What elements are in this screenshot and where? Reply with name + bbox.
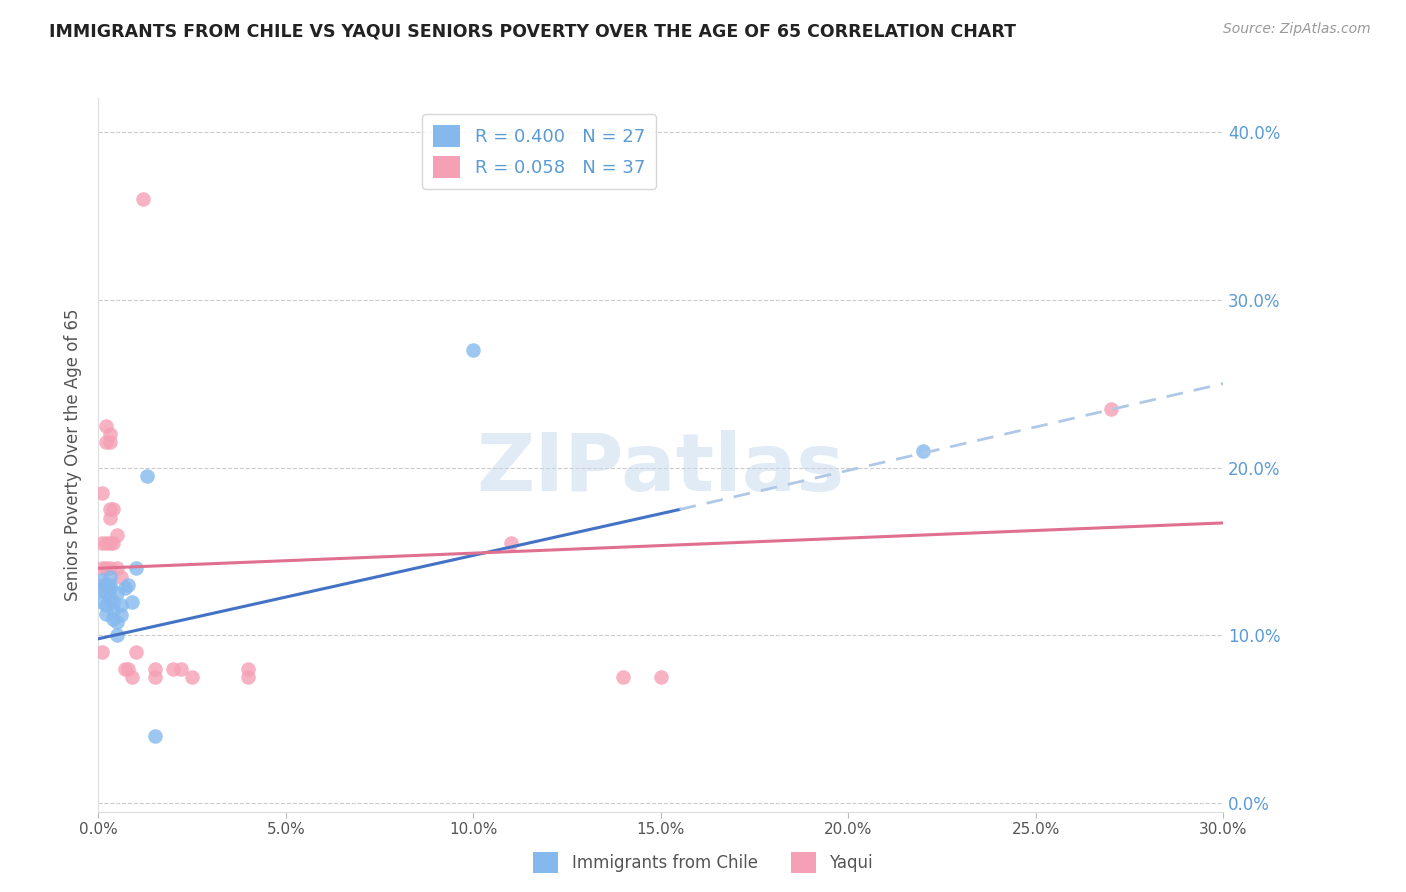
Point: [91, 583, 114, 598]
Point: [98, 569, 121, 583]
Point: [238, 670, 260, 684]
Point: [98, 502, 121, 516]
Point: [143, 729, 166, 743]
Point: [91, 573, 114, 587]
Point: [103, 612, 125, 626]
Point: [98, 582, 121, 596]
Point: [103, 536, 125, 550]
Point: [125, 561, 148, 575]
Text: IMMIGRANTS FROM CHILE VS YAQUI SENIORS POVERTY OVER THE AGE OF 65 CORRELATION CH: IMMIGRANTS FROM CHILE VS YAQUI SENIORS P…: [49, 22, 1017, 40]
Point: [91, 645, 114, 659]
Point: [463, 343, 485, 357]
Point: [132, 192, 155, 206]
Point: [110, 569, 132, 583]
Point: [98, 536, 121, 550]
Y-axis label: Seniors Poverty Over the Age of 65: Seniors Poverty Over the Age of 65: [65, 309, 83, 601]
Point: [94, 418, 117, 433]
Point: [91, 536, 114, 550]
Point: [105, 561, 128, 575]
Point: [103, 595, 125, 609]
Point: [94, 607, 117, 621]
Point: [143, 662, 166, 676]
Point: [103, 502, 125, 516]
Point: [98, 591, 121, 606]
Point: [98, 426, 121, 441]
Point: [98, 561, 121, 575]
Point: [170, 662, 193, 676]
Point: [1099, 401, 1122, 416]
Point: [94, 586, 117, 600]
Point: [650, 670, 672, 684]
Point: [117, 578, 139, 592]
Legend: Immigrants from Chile, Yaqui: Immigrants from Chile, Yaqui: [526, 846, 880, 880]
Point: [105, 615, 128, 629]
Point: [117, 662, 139, 676]
Point: [121, 595, 143, 609]
Point: [98, 578, 121, 592]
Point: [162, 662, 184, 676]
Point: [91, 485, 114, 500]
Text: ZIPatlas: ZIPatlas: [477, 430, 845, 508]
Point: [94, 598, 117, 612]
Point: [110, 608, 132, 623]
Legend: R = 0.400   N = 27, R = 0.058   N = 37: R = 0.400 N = 27, R = 0.058 N = 37: [422, 114, 657, 189]
Text: Source: ZipAtlas.com: Source: ZipAtlas.com: [1223, 22, 1371, 37]
Point: [912, 443, 935, 458]
Point: [143, 670, 166, 684]
Point: [91, 578, 114, 592]
Point: [94, 536, 117, 550]
Point: [98, 511, 121, 525]
Point: [94, 435, 117, 450]
Point: [238, 662, 260, 676]
Point: [612, 670, 634, 684]
Point: [114, 662, 136, 676]
Point: [105, 527, 128, 541]
Point: [121, 670, 143, 684]
Point: [105, 586, 128, 600]
Point: [125, 645, 148, 659]
Point: [114, 582, 136, 596]
Point: [105, 628, 128, 642]
Point: [499, 536, 522, 550]
Point: [91, 561, 114, 575]
Point: [181, 670, 204, 684]
Point: [94, 578, 117, 592]
Point: [94, 578, 117, 592]
Point: [136, 469, 159, 483]
Point: [98, 435, 121, 450]
Point: [94, 561, 117, 575]
Point: [103, 603, 125, 617]
Point: [91, 595, 114, 609]
Point: [110, 598, 132, 612]
